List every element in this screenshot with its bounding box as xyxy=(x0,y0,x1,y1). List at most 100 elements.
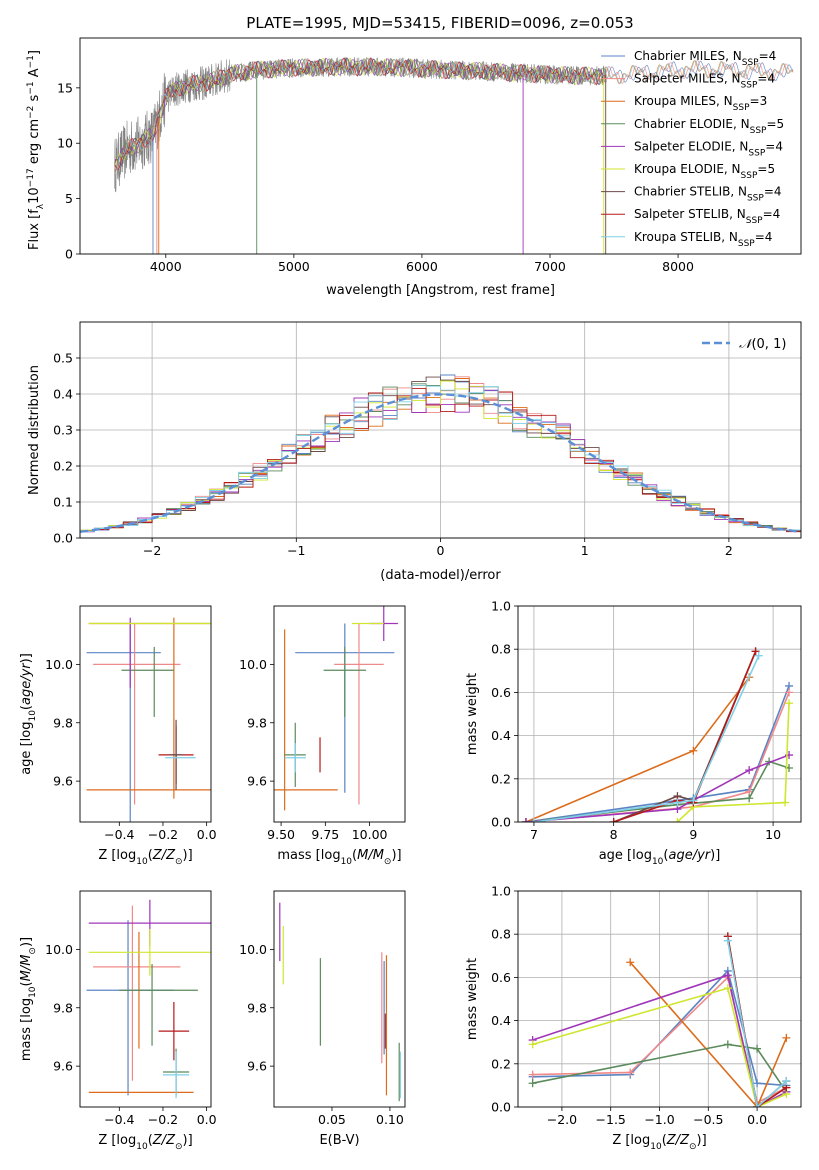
weight-marker xyxy=(723,984,732,993)
label-part: ( xyxy=(19,705,34,710)
label-part: Z [log xyxy=(98,1133,136,1148)
label-part: −1 xyxy=(26,55,36,68)
label-part: Salpeter MILES, N xyxy=(634,72,741,86)
weight-line-5 xyxy=(676,703,790,822)
y-axis-label: mass weight xyxy=(465,673,480,755)
y-tick-label: 0.4 xyxy=(53,387,73,402)
y-tick-label: 1.0 xyxy=(491,884,511,899)
x-tick-label: 5000 xyxy=(278,259,310,274)
y-tick-label: 9.8 xyxy=(247,1000,267,1015)
x-tick-label: 6000 xyxy=(406,259,438,274)
label-part: ⊙ xyxy=(175,1142,183,1152)
x-axis-label: Z [log10(Z/Z⊙)] xyxy=(612,1133,706,1152)
label-part: 10 xyxy=(28,986,38,998)
legend-label: Kroupa STELIB, NSSP=4 xyxy=(634,230,772,249)
label-part: 10 xyxy=(652,857,664,867)
y-axis-label: mass [log10(M/M⊙)] xyxy=(19,937,38,1061)
x-tick-label: 2 xyxy=(725,543,733,558)
y-tick-label: 0.1 xyxy=(53,495,73,510)
label-part: ⊙ xyxy=(689,1142,697,1152)
weight-marker xyxy=(521,818,530,822)
label-part: E(B-V) xyxy=(319,1133,359,1148)
plot-area xyxy=(528,932,791,1107)
x-tick-label: 10.00 xyxy=(352,827,388,842)
panel-mass-z: −0.4 −0.2 0.09.69.810.0Z [log10(Z/Z⊙)]mass… xyxy=(19,890,217,1152)
y-tick-label: 9.8 xyxy=(247,715,267,730)
label-part: =4 xyxy=(764,185,782,199)
x-tick-label: −2 xyxy=(143,543,161,558)
plot-area xyxy=(114,56,794,254)
label-part: Chabrier ELODIE, N xyxy=(634,117,750,131)
x-tick-label: 7 xyxy=(530,827,538,842)
plot-area xyxy=(86,617,211,822)
x-axis-label: Z [log10(Z/Z⊙)] xyxy=(98,1133,192,1152)
legend-label: Chabrier ELODIE, NSSP=5 xyxy=(634,117,784,136)
x-tick-label: 0.0 xyxy=(197,827,217,842)
x-axis-label: mass [log10(M/M⊙)] xyxy=(277,848,401,867)
label-part: age [log xyxy=(599,848,652,863)
label-part: ( xyxy=(352,848,357,863)
label-part: Flux [f xyxy=(27,209,42,250)
weight-marker xyxy=(753,1079,762,1088)
weight-marker xyxy=(689,796,698,805)
weight-line-4 xyxy=(532,974,787,1107)
weight-marker xyxy=(626,1068,635,1077)
y-tick-label: 9.8 xyxy=(53,1000,73,1015)
x-tick-label: 1 xyxy=(581,543,589,558)
y-tick-label: 0.4 xyxy=(491,728,511,743)
label-part: ( xyxy=(663,848,668,863)
label-part: 10 xyxy=(341,857,353,867)
y-tick-label: 9.8 xyxy=(53,715,73,730)
x-tick-label: −0.5 xyxy=(693,1112,723,1127)
x-tick-label: 9.50 xyxy=(267,827,295,842)
plot-area xyxy=(521,647,794,822)
y-tick-label: 0.0 xyxy=(491,1100,511,1115)
x-axis-label: Z [log10(Z/Z⊙)] xyxy=(98,848,192,867)
label-part: ⊙ xyxy=(175,857,183,867)
label-part: 10 xyxy=(136,857,148,867)
x-tick-label: 8 xyxy=(610,827,618,842)
x-tick-label: −1.5 xyxy=(596,1112,626,1127)
x-tick-label: −0.4 xyxy=(104,827,134,842)
label-part: )] xyxy=(391,848,401,863)
axes-frame xyxy=(517,890,802,1108)
label-part: 10 xyxy=(136,1142,148,1152)
label-part: mass [log xyxy=(19,998,34,1061)
y-tick-label: 15 xyxy=(57,80,73,95)
legend-label: Kroupa ELODIE, NSSP=5 xyxy=(634,162,775,181)
label-part: 10 xyxy=(650,1142,662,1152)
weight-marker xyxy=(785,699,794,708)
y-tick-label: 0.0 xyxy=(53,531,73,546)
x-axis-label: E(B-V) xyxy=(319,1133,359,1148)
y-tick-label: 9.6 xyxy=(53,1059,73,1074)
panel-age-z: −0.4 −0.2 0.09.69.810.0Z [log10(Z/Z⊙)]age … xyxy=(19,605,217,867)
label-part: mass [log xyxy=(277,848,340,863)
x-tick-label: −1.0 xyxy=(644,1112,674,1127)
label-part: M/M xyxy=(357,848,384,863)
y-tick-label: 0.3 xyxy=(53,423,73,438)
label-part: ( xyxy=(148,848,153,863)
label-part: Salpeter ELODIE, N xyxy=(634,139,748,153)
legend-label: Chabrier STELIB, NSSP=4 xyxy=(634,185,782,204)
legend-label: Kroupa MILES, NSSP=3 xyxy=(634,94,767,113)
label-part: =5 xyxy=(766,117,784,131)
weight-line-8 xyxy=(533,655,760,822)
weight-marker xyxy=(751,647,760,656)
label-part: ] xyxy=(27,50,42,55)
weight-marker xyxy=(626,958,635,967)
panel-residuals: −2 −1 0 1 2 0.0 0.1 0.2 0.3 0.4 0.5 (data-model)/er… xyxy=(27,321,802,583)
y-tick-label: 0.2 xyxy=(53,459,73,474)
label-part: )] xyxy=(697,1133,707,1148)
label-part: ( xyxy=(148,1133,153,1148)
y-axis-label: Flux [fλ10−17 erg cm−2 s−1 A−1] xyxy=(26,50,46,250)
label-part: ( xyxy=(662,1133,667,1148)
x-tick-label: −0.4 xyxy=(104,1112,134,1127)
model-spectrum-8 xyxy=(114,57,794,174)
label-part: )] xyxy=(710,848,720,863)
label-part: =4 xyxy=(755,230,773,244)
normal-reference-curve xyxy=(80,393,801,533)
label-part: A xyxy=(27,68,42,81)
axes-frame xyxy=(79,605,212,823)
weight-marker xyxy=(689,746,698,755)
